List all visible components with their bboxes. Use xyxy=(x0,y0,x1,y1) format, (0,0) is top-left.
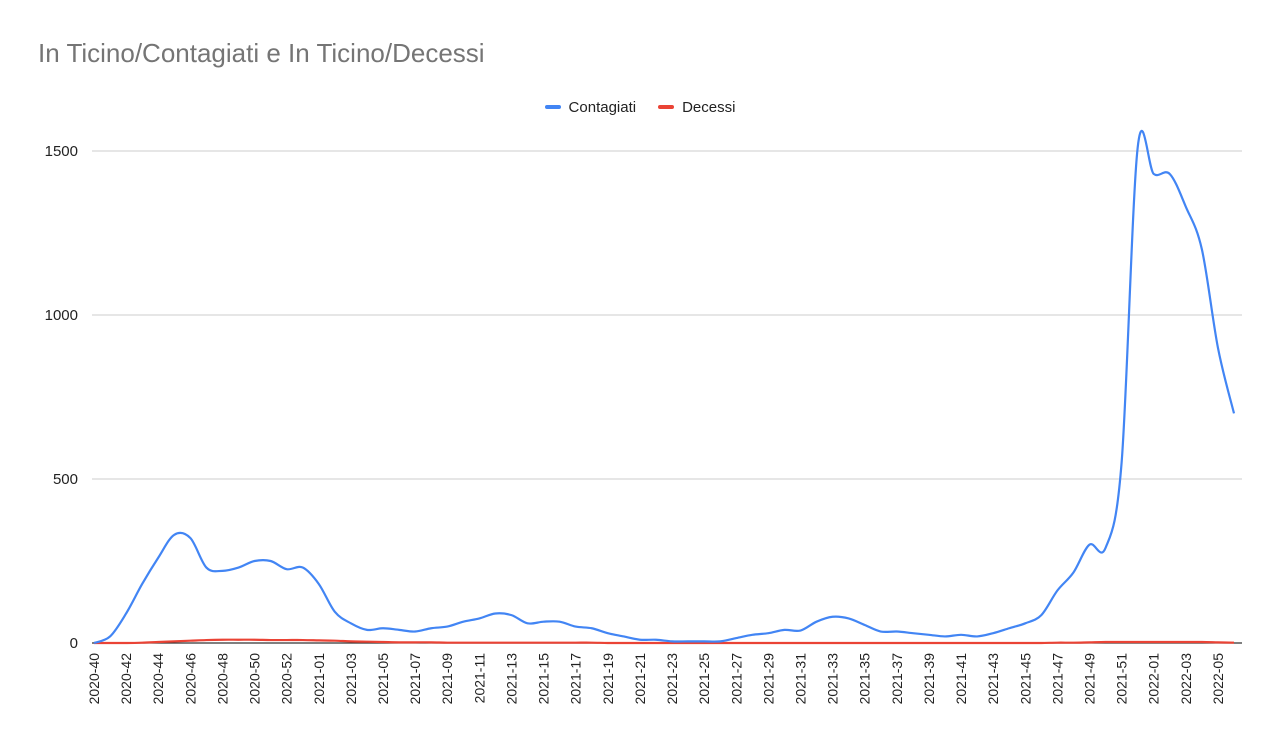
legend-label-contagiati: Contagiati xyxy=(568,98,637,116)
x-tick-label: 2021-47 xyxy=(1049,653,1065,705)
y-tick-label: 500 xyxy=(53,471,78,488)
legend: Contagiati Decessi xyxy=(0,96,1280,118)
series-line-decessi xyxy=(94,638,1235,645)
x-tick-label: 2021-37 xyxy=(889,653,905,705)
x-tick-label: 2022-03 xyxy=(1178,653,1194,705)
x-tick-label: 2021-13 xyxy=(503,653,519,705)
gridlines xyxy=(92,150,1242,644)
x-tick-label: 2021-41 xyxy=(953,653,969,705)
x-tick-label: 2021-33 xyxy=(825,653,841,705)
x-tick-label: 2021-19 xyxy=(600,653,616,705)
x-tick-label: 2021-35 xyxy=(857,653,873,705)
legend-item-decessi[interactable]: Decessi xyxy=(658,99,735,116)
x-tick-label: 2021-03 xyxy=(343,653,359,705)
x-tick-label: 2021-39 xyxy=(921,653,937,705)
x-tick-label: 2021-07 xyxy=(407,653,423,705)
x-tick-label: 2021-15 xyxy=(536,653,552,705)
y-tick-label: 0 xyxy=(70,635,78,652)
y-axis-ticks: 0 500 1000 1500 xyxy=(45,143,78,652)
x-axis-ticks: 2020-40 2020-42 2020-44 2020-46 2020-48 2020-… xyxy=(86,653,1226,705)
y-tick-label: 1500 xyxy=(45,143,78,160)
x-tick-label: 2021-51 xyxy=(1114,653,1130,705)
legend-label-decessi: Decessi xyxy=(682,98,736,116)
x-tick-label: 2020-40 xyxy=(86,653,102,705)
x-tick-label: 2021-01 xyxy=(311,653,327,705)
x-tick-label: 2020-46 xyxy=(182,653,198,705)
x-tick-label: 2021-29 xyxy=(760,653,776,705)
series-line-contagiati xyxy=(93,129,1236,645)
x-tick-label: 2021-11 xyxy=(471,653,487,704)
x-tick-label: 2021-17 xyxy=(568,653,584,705)
series-lines xyxy=(93,129,1236,645)
legend-swatch-contagiati xyxy=(544,105,561,109)
x-tick-label: 2020-50 xyxy=(247,653,263,705)
x-tick-label: 2020-52 xyxy=(279,653,295,705)
x-tick-label: 2020-42 xyxy=(118,653,134,705)
x-tick-label: 2020-48 xyxy=(214,653,230,705)
x-tick-label: 2021-05 xyxy=(375,653,391,705)
x-tick-label: 2021-21 xyxy=(632,653,648,705)
x-tick-label: 2021-27 xyxy=(728,653,744,705)
legend-swatch-decessi xyxy=(658,105,675,109)
x-tick-label: 2021-49 xyxy=(1081,653,1097,705)
x-tick-label: 2021-23 xyxy=(664,653,680,705)
x-tick-label: 2021-25 xyxy=(696,653,712,705)
x-tick-label: 2021-31 xyxy=(792,653,808,705)
x-tick-label: 2020-44 xyxy=(150,653,166,705)
x-tick-label: 2021-45 xyxy=(1017,653,1033,705)
chart-title: In Ticino/Contagiati e In Ticino/Decessi xyxy=(38,38,485,68)
x-tick-label: 2021-43 xyxy=(985,653,1001,705)
x-tick-label: 2022-01 xyxy=(1146,653,1162,705)
legend-item-contagiati[interactable]: Contagiati xyxy=(544,98,637,116)
x-tick-label: 2022-05 xyxy=(1210,653,1226,705)
x-tick-label: 2021-09 xyxy=(439,653,455,705)
y-tick-label: 1000 xyxy=(45,307,78,324)
